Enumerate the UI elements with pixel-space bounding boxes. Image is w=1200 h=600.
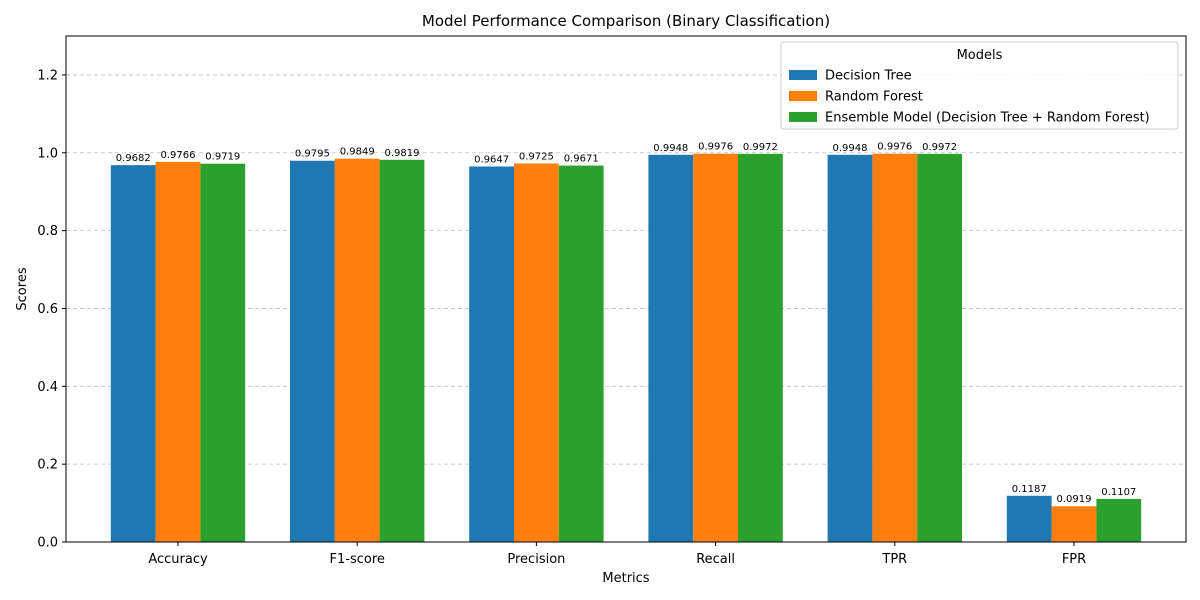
- bar-fpr-1: [1006, 495, 1052, 542]
- bar-value-label: 0.9725: [519, 151, 554, 162]
- bar-fpr-3: [1096, 498, 1142, 542]
- legend-entry: Ensemble Model (Decision Tree + Random F…: [825, 111, 1150, 126]
- bar-recall-2: [693, 153, 738, 543]
- chart-title: Model Performance Comparison (Binary Cla…: [422, 12, 830, 30]
- y-tick-label: 0.0: [37, 536, 58, 551]
- bar-accuracy-2: [155, 161, 201, 542]
- bar-value-label: 0.9647: [474, 155, 509, 166]
- x-tick-label: Recall: [696, 552, 735, 567]
- legend-swatch: [789, 70, 817, 80]
- bar-value-label: 0.1187: [1012, 484, 1047, 495]
- y-tick-label: 0.6: [37, 302, 58, 317]
- bar-tpr-3: [917, 153, 962, 542]
- bar-value-label: 0.9976: [698, 142, 733, 153]
- bar-accuracy-1: [110, 165, 156, 542]
- y-tick-label: 0.4: [37, 380, 58, 395]
- bar-value-label: 0.9795: [295, 149, 330, 160]
- y-tick-label: 1.2: [37, 68, 58, 83]
- legend: Models Decision Tree Random Forest Ensemble…: [780, 41, 1179, 130]
- plot-frame: [65, 35, 1187, 543]
- bar-value-label: 0.9671: [564, 154, 599, 165]
- bar-value-label: 0.1107: [1101, 487, 1136, 498]
- legend-box: [780, 41, 1179, 130]
- data-labels: 0.9682 0.9766 0.9719 0.9795 0.9849 0.9819 0.96…: [116, 142, 1137, 506]
- bar-f1-score-3: [379, 159, 425, 542]
- bar-tpr-2: [872, 153, 918, 543]
- bar-value-label: 0.9948: [833, 143, 868, 154]
- bar-tpr-1: [827, 154, 873, 543]
- bar-value-label: 0.9682: [116, 153, 151, 164]
- bar-accuracy-3: [200, 163, 246, 543]
- bar-recall-1: [648, 154, 694, 543]
- bar-value-label: 0.9976: [877, 142, 912, 153]
- bar-precision-2: [514, 163, 559, 542]
- bar-value-label: 0.9948: [653, 143, 688, 154]
- legend-swatch: [789, 112, 817, 122]
- legend-swatch: [789, 91, 817, 101]
- x-axis-label: Metrics: [602, 571, 649, 586]
- bar-f1-score-1: [290, 160, 335, 542]
- x-tick-label: Accuracy: [148, 552, 208, 567]
- y-axis-label: Scores: [15, 267, 30, 310]
- bar-value-label: 0.0919: [1057, 494, 1092, 505]
- bar-value-label: 0.9849: [340, 147, 375, 158]
- bar-recall-3: [738, 153, 783, 542]
- bar-precision-1: [469, 166, 514, 542]
- x-tick-label: F1-score: [330, 552, 385, 567]
- y-tick-label: 0.2: [37, 458, 58, 473]
- axes: 0.0 0.2 0.4 0.6 0.8 1.0 1.2 Accuracy F1-score Pre…: [37, 35, 1187, 567]
- bars: [110, 153, 1142, 543]
- bar-value-label: 0.9819: [385, 148, 420, 159]
- bar-precision-3: [558, 165, 604, 542]
- bar-value-label: 0.9719: [205, 152, 240, 163]
- bar-f1-score-2: [334, 158, 380, 543]
- x-tick-label: Precision: [507, 552, 565, 567]
- x-tick-label: FPR: [1062, 552, 1086, 567]
- y-tick-label: 1.0: [37, 146, 58, 161]
- legend-entry: Random Forest: [825, 90, 923, 105]
- bar-value-label: 0.9972: [922, 142, 957, 153]
- legend-title: Models: [957, 48, 1003, 63]
- legend-entry: Decision Tree: [825, 69, 912, 84]
- bar-fpr-2: [1051, 506, 1097, 542]
- y-tick-label: 0.8: [37, 224, 58, 239]
- bar-value-label: 0.9972: [743, 142, 778, 153]
- x-tick-label: TPR: [881, 552, 907, 567]
- bar-value-label: 0.9766: [161, 150, 196, 161]
